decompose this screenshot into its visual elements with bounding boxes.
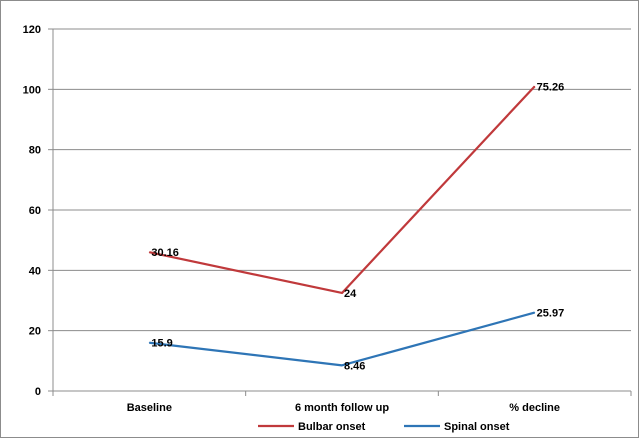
legend: Bulbar onset Spinal onset [258, 421, 510, 433]
x-tick-label-0: Baseline [127, 402, 172, 414]
data-point-0-1 [341, 292, 343, 294]
data-point-1-0 [148, 342, 150, 344]
y-tick-label-20: 20 [29, 326, 41, 338]
legend-label-1: Spinal onset [444, 421, 510, 433]
data-point-0-2 [534, 85, 536, 87]
gridlines [53, 28, 631, 332]
data-point-0-0 [148, 251, 150, 253]
series-line-0 [149, 85, 536, 295]
y-tick-label-60: 60 [29, 205, 41, 217]
legend-label-0: Bulbar onset [298, 421, 366, 433]
x-tick-labels: Baseline 6 month follow up % decline [127, 402, 560, 414]
series-lines [148, 85, 536, 367]
y-tick-label-120: 120 [23, 24, 41, 36]
data-label-1-2: 25.97 [537, 308, 565, 320]
y-tick-label-100: 100 [23, 84, 41, 96]
data-label-1-0: 15.9 [151, 338, 172, 350]
x-tick-label-2: % decline [509, 402, 560, 414]
data-label-1-1: 8.46 [344, 360, 365, 372]
data-label-0-1: 24 [344, 288, 357, 300]
y-tick-label-80: 80 [29, 145, 41, 157]
data-point-1-2 [534, 312, 536, 314]
y-tick-label-40: 40 [29, 265, 41, 277]
data-point-1-1 [341, 364, 343, 366]
y-tick-labels: 0 20 40 60 80 100 120 [23, 24, 41, 398]
y-tick-label-0: 0 [35, 386, 41, 398]
series-line-1 [149, 311, 535, 367]
x-tick-label-1: 6 month follow up [295, 402, 389, 414]
axes [48, 28, 632, 396]
data-label-0-2: 75.26 [537, 81, 565, 93]
data-label-0-0: 30.16 [151, 247, 179, 259]
data-labels: 30.16 24 75.26 15.9 8.46 25.97 [151, 81, 564, 372]
